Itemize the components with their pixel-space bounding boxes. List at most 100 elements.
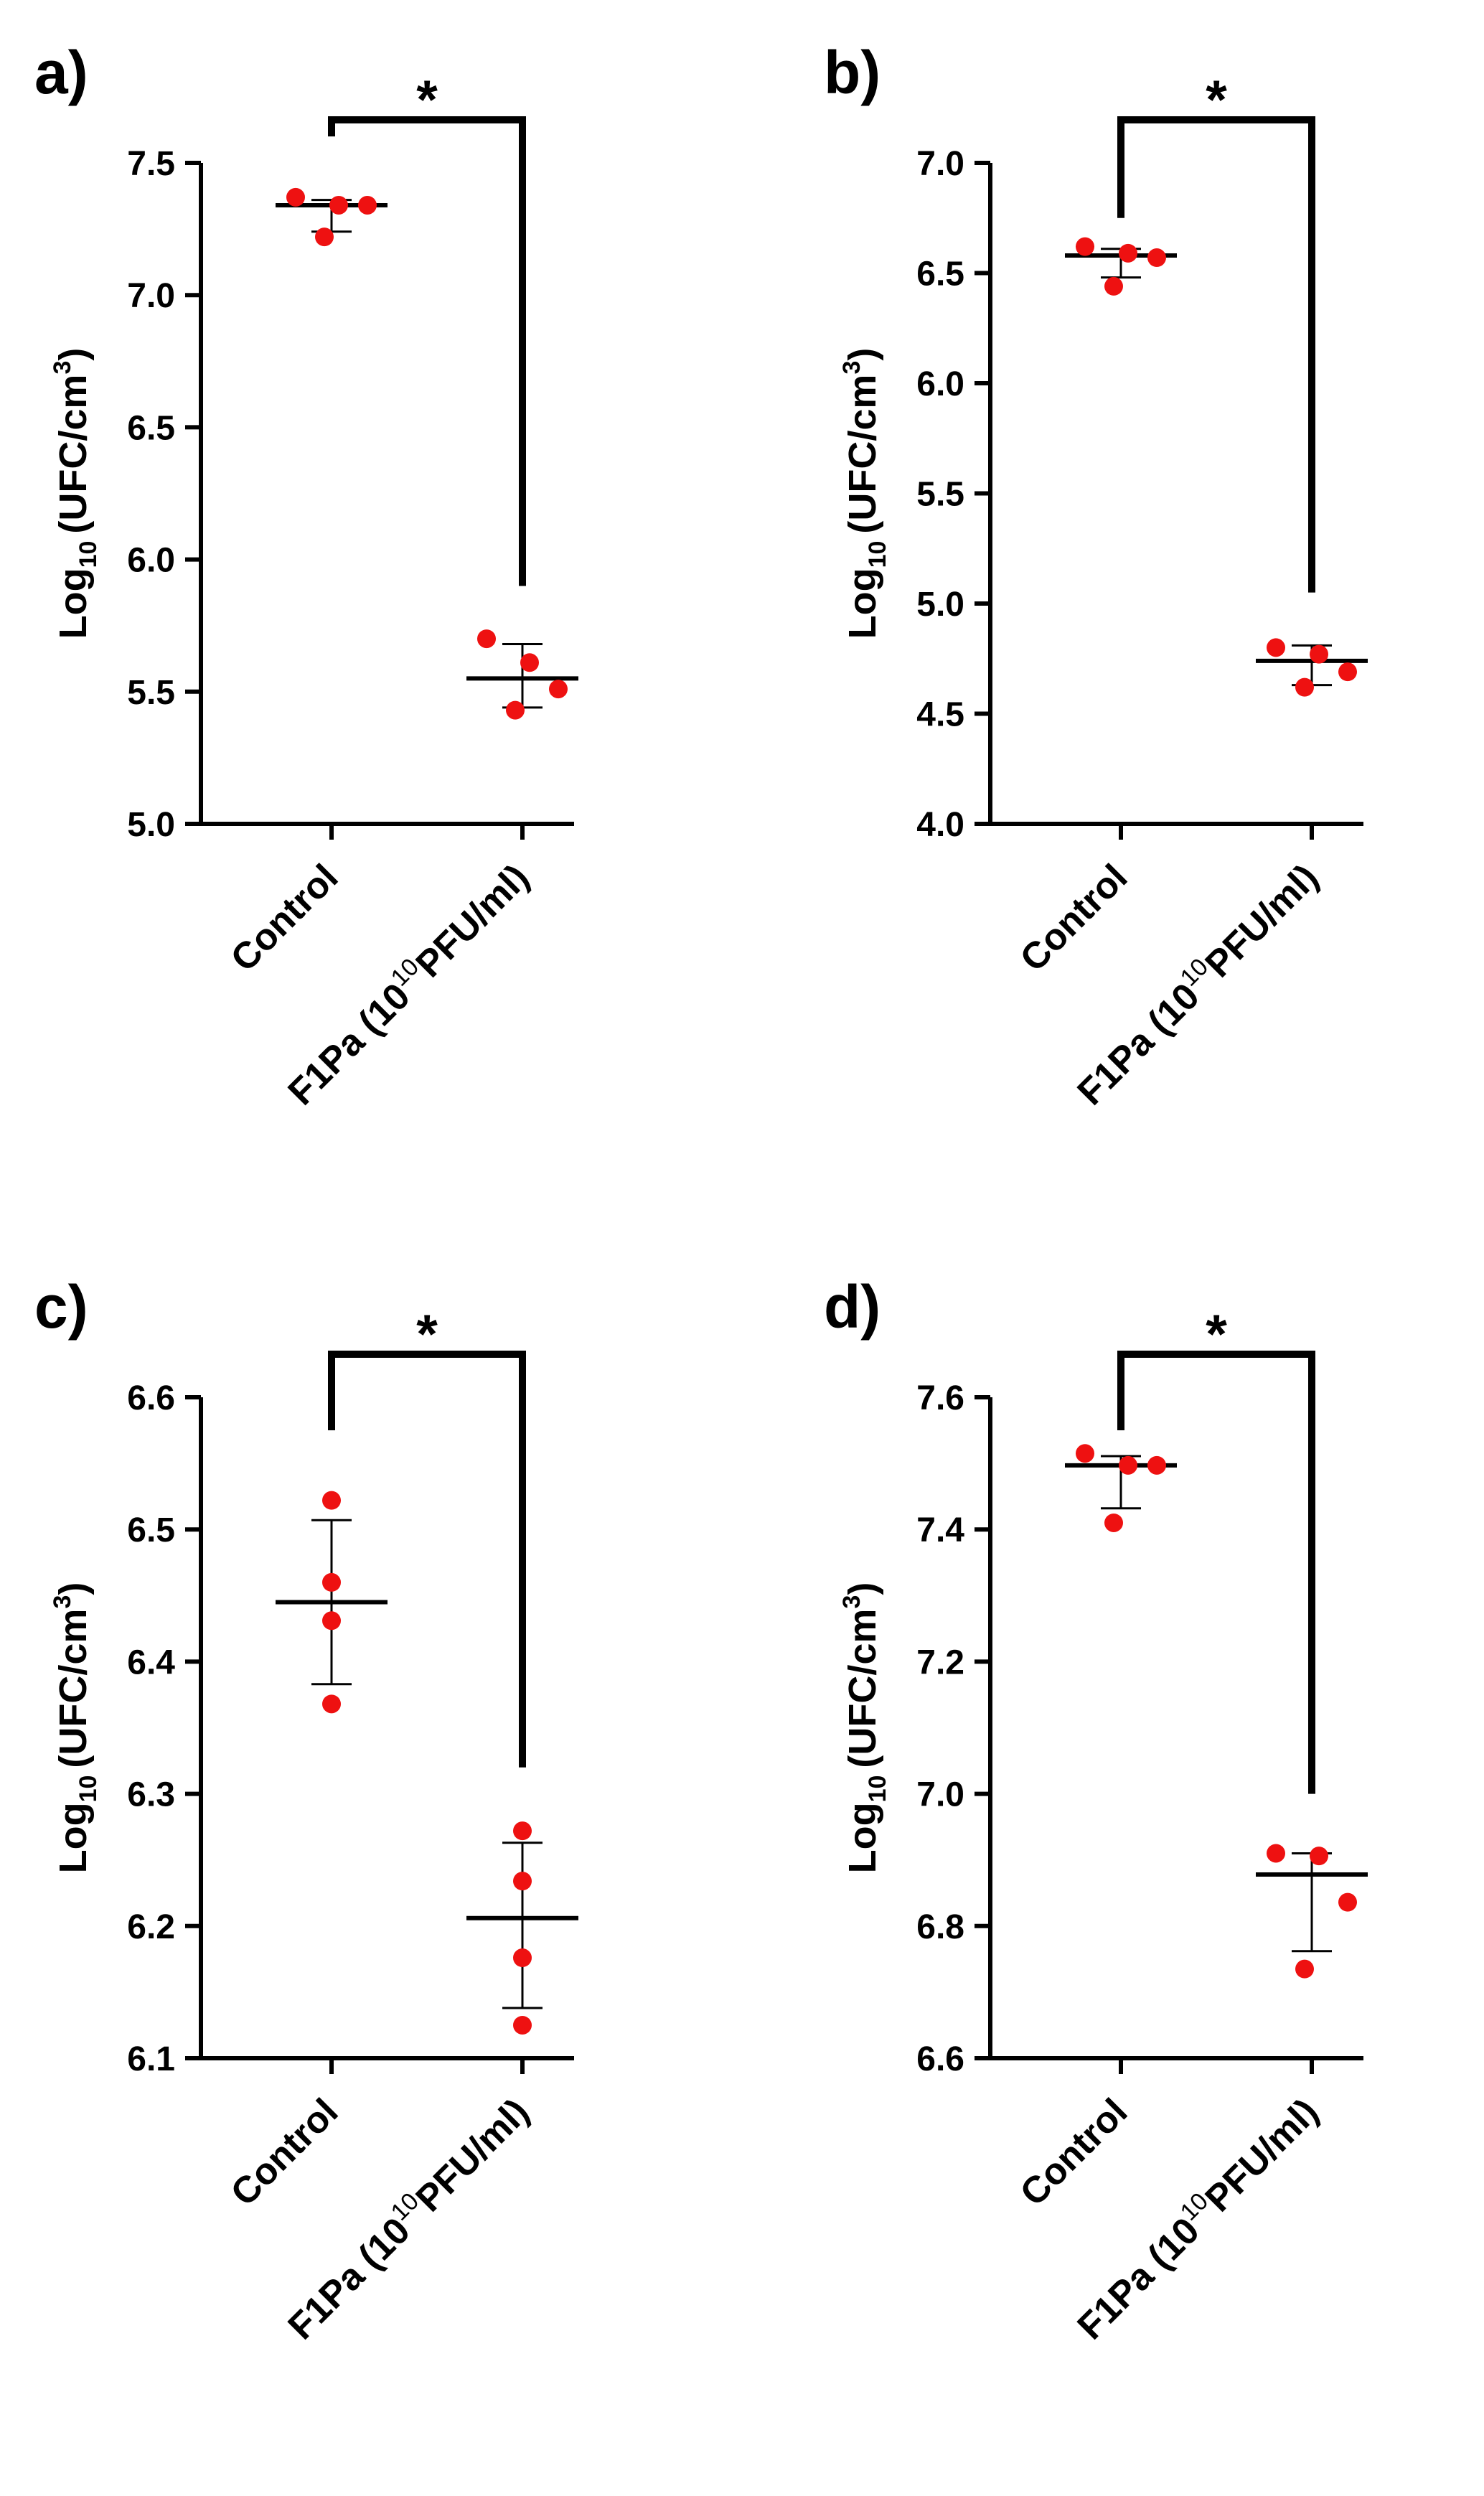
chart-panel-a: a) 5.0 5.5 6.0 6.5 7.0 7.5 Log10 (UFC/cm3) Contro… <box>34 39 578 1113</box>
x-category-label: Control <box>223 2091 347 2214</box>
data-point <box>322 1694 341 1714</box>
chart-panel-c: c) 6.1 6.2 6.3 6.4 6.5 6.6 Log10 (UFC/cm3) Contro… <box>34 1273 578 2347</box>
x-category-label: Control <box>1013 856 1136 980</box>
y-tick-label: 6.6 <box>127 1379 175 1417</box>
y-tick-label: 7.5 <box>127 145 175 183</box>
category-text: Control <box>1013 856 1136 980</box>
data-point <box>1104 1513 1123 1532</box>
y-label-subscript: 10 <box>75 1775 102 1803</box>
significance-bracket <box>1117 1351 1315 1794</box>
y-label-close: ) <box>841 1582 884 1595</box>
x-category-label: Control <box>223 856 347 980</box>
y-label-close: ) <box>52 348 95 361</box>
y-label-base: Log <box>841 568 884 639</box>
y-tick-label: 6.4 <box>127 1643 175 1681</box>
data-point <box>322 1572 341 1592</box>
category-text: Control <box>223 2091 347 2214</box>
y-tick-label: 5.5 <box>127 674 175 712</box>
data-point <box>1076 1444 1094 1463</box>
data-point <box>549 680 568 699</box>
y-tick-label: 6.6 <box>916 2040 964 2078</box>
y-axis-label: Log10 (UFC/cm3) <box>838 1582 891 1874</box>
category-text-end: PFU/ml) <box>1198 856 1327 985</box>
y-label-base: Log <box>52 568 95 639</box>
data-point <box>322 1611 341 1631</box>
significance-bracket <box>1117 116 1315 593</box>
y-label-main: (UFC/cm <box>841 1609 884 1768</box>
significance-bracket <box>328 1351 526 1768</box>
data-point <box>477 629 496 649</box>
y-axis-label: Log10 (UFC/cm3) <box>838 348 891 639</box>
data-point <box>1119 243 1137 263</box>
significance-star: * <box>416 70 438 131</box>
y-tick-label: 7.4 <box>916 1511 964 1549</box>
category-text: F1Pa (10 <box>1070 975 1208 1113</box>
category-text-end: PFU/ml) <box>408 2091 537 2220</box>
data-point <box>513 1872 532 1891</box>
data-point <box>358 195 377 215</box>
data-point <box>315 227 334 247</box>
data-point <box>1147 248 1166 268</box>
y-label-close: ) <box>841 348 884 361</box>
panel-label: c) <box>34 1273 88 1341</box>
data-point <box>513 1948 532 1968</box>
data-point <box>1295 677 1314 697</box>
y-axis-label: Log10 (UFC/cm3) <box>49 1582 102 1874</box>
chart-panel-d: d) 6.6 6.8 7.0 7.2 7.4 7.6 Log10 (UFC/cm3) Contro… <box>824 1273 1368 2347</box>
panel-label: d) <box>824 1273 880 1341</box>
significance-star: * <box>1206 70 1227 131</box>
data-point <box>1310 1847 1328 1866</box>
category-text-end: PFU/ml) <box>1198 2091 1327 2220</box>
y-tick-label: 7.0 <box>916 1776 964 1814</box>
chart-panel-b: b) 4.0 4.5 5.0 5.5 6.0 6.5 7.0 Log10 (UFC/cm3) Con… <box>824 39 1368 1113</box>
data-point <box>1338 662 1357 682</box>
significance-star: * <box>416 1304 438 1365</box>
data-point <box>1147 1455 1166 1475</box>
y-tick-label: 7.2 <box>916 1643 964 1681</box>
data-point <box>1076 237 1094 256</box>
significance-star: * <box>1206 1304 1227 1365</box>
y-tick-label: 6.5 <box>127 409 175 447</box>
y-tick-label: 6.8 <box>916 1908 964 1946</box>
y-label-main: (UFC/cm <box>52 1609 95 1768</box>
y-tick-label: 4.0 <box>916 806 964 844</box>
data-point <box>1310 644 1328 664</box>
data-point <box>329 195 348 215</box>
data-point <box>1267 638 1285 657</box>
data-point <box>1338 1892 1357 1912</box>
significance-bracket <box>328 116 526 586</box>
y-tick-label: 6.2 <box>127 1908 175 1946</box>
y-tick-label: 7.0 <box>127 277 175 315</box>
y-label-superscript: 3 <box>49 1595 76 1609</box>
y-label-subscript: 10 <box>75 541 102 568</box>
y-label-base: Log <box>52 1802 95 1873</box>
y-tick-label: 7.0 <box>916 145 964 183</box>
y-tick-label: 6.1 <box>127 2040 175 2078</box>
data-point <box>513 2015 532 2035</box>
data-point <box>513 1821 532 1841</box>
y-tick-label: 4.5 <box>916 696 964 734</box>
data-point <box>520 653 539 672</box>
y-tick-label: 6.5 <box>916 255 964 294</box>
y-label-close: ) <box>52 1582 95 1595</box>
y-label-main: (UFC/cm <box>52 375 95 534</box>
y-tick-label: 5.0 <box>916 586 964 624</box>
category-text: F1Pa (10 <box>281 975 418 1113</box>
y-label-superscript: 3 <box>49 361 76 375</box>
data-point <box>1119 1455 1137 1475</box>
data-point <box>286 187 305 207</box>
y-tick-label: 5.5 <box>916 476 964 514</box>
y-tick-label: 5.0 <box>127 806 175 844</box>
data-point <box>506 700 525 720</box>
data-point <box>1267 1844 1285 1863</box>
panel-label: b) <box>824 39 880 106</box>
y-label-superscript: 3 <box>838 1595 865 1609</box>
category-text: F1Pa (10 <box>281 2210 418 2347</box>
y-tick-label: 6.0 <box>127 542 175 580</box>
category-text: F1Pa (10 <box>1070 2210 1208 2347</box>
y-tick-label: 6.5 <box>127 1511 175 1549</box>
data-point <box>322 1491 341 1510</box>
y-label-main: (UFC/cm <box>841 375 884 534</box>
y-label-base: Log <box>841 1802 884 1873</box>
